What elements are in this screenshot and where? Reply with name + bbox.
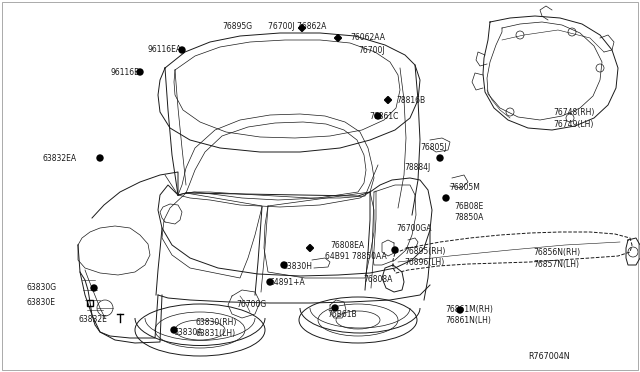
Circle shape <box>91 285 97 291</box>
Circle shape <box>437 155 443 161</box>
Text: 64891+A: 64891+A <box>270 278 306 287</box>
Circle shape <box>137 69 143 75</box>
Text: 76700J 76862A: 76700J 76862A <box>268 22 326 31</box>
Text: 96116EA: 96116EA <box>148 45 182 54</box>
Text: 76805M: 76805M <box>449 183 480 192</box>
Text: 76895(RH): 76895(RH) <box>404 247 445 256</box>
Circle shape <box>281 262 287 268</box>
Circle shape <box>171 327 177 333</box>
Circle shape <box>392 247 398 253</box>
Text: 76861N(LH): 76861N(LH) <box>445 316 491 325</box>
Text: 76856N(RH): 76856N(RH) <box>533 248 580 257</box>
Text: 76062AA: 76062AA <box>350 33 385 42</box>
Circle shape <box>332 305 338 311</box>
Text: 63830H: 63830H <box>283 262 313 271</box>
Text: 63830G: 63830G <box>26 283 56 292</box>
Text: 76700G: 76700G <box>236 300 266 309</box>
Circle shape <box>628 247 638 257</box>
Text: 76895G: 76895G <box>222 22 252 31</box>
Text: 78884J: 78884J <box>404 163 430 172</box>
Circle shape <box>179 47 185 53</box>
Text: 76749(LH): 76749(LH) <box>553 120 593 129</box>
Text: 76861C: 76861C <box>369 112 398 121</box>
Polygon shape <box>298 25 305 32</box>
Text: R767004N: R767004N <box>528 352 570 361</box>
Text: 76700GA: 76700GA <box>396 224 431 233</box>
Text: 96116E: 96116E <box>110 68 139 77</box>
Text: 78850A: 78850A <box>454 213 483 222</box>
Text: 64B91 78850AA: 64B91 78850AA <box>325 252 387 261</box>
Text: 76896(LH): 76896(LH) <box>404 258 444 267</box>
Text: 76808A: 76808A <box>363 275 392 284</box>
Circle shape <box>457 307 463 313</box>
Text: 63832E: 63832E <box>78 315 107 324</box>
Circle shape <box>97 155 103 161</box>
Text: 76808EA: 76808EA <box>330 241 364 250</box>
Text: 63831(LH): 63831(LH) <box>196 329 236 338</box>
Circle shape <box>443 195 449 201</box>
Text: 63830E: 63830E <box>26 298 55 307</box>
Text: 76748(RH): 76748(RH) <box>553 108 595 117</box>
Polygon shape <box>307 244 314 251</box>
Text: 76B08E: 76B08E <box>454 202 483 211</box>
Text: 76861M(RH): 76861M(RH) <box>445 305 493 314</box>
Text: 76805J: 76805J <box>420 143 447 152</box>
Polygon shape <box>335 35 342 42</box>
Bar <box>87 300 93 306</box>
Text: 78816B: 78816B <box>396 96 425 105</box>
Text: 76857N(LH): 76857N(LH) <box>533 260 579 269</box>
Text: 63830(RH): 63830(RH) <box>196 318 237 327</box>
Polygon shape <box>385 96 392 103</box>
Circle shape <box>375 113 381 119</box>
Text: 76700J: 76700J <box>358 46 385 55</box>
Text: 63830A: 63830A <box>174 328 204 337</box>
Circle shape <box>267 279 273 285</box>
Text: 76B61B: 76B61B <box>327 310 356 319</box>
Text: 63832EA: 63832EA <box>42 154 76 163</box>
